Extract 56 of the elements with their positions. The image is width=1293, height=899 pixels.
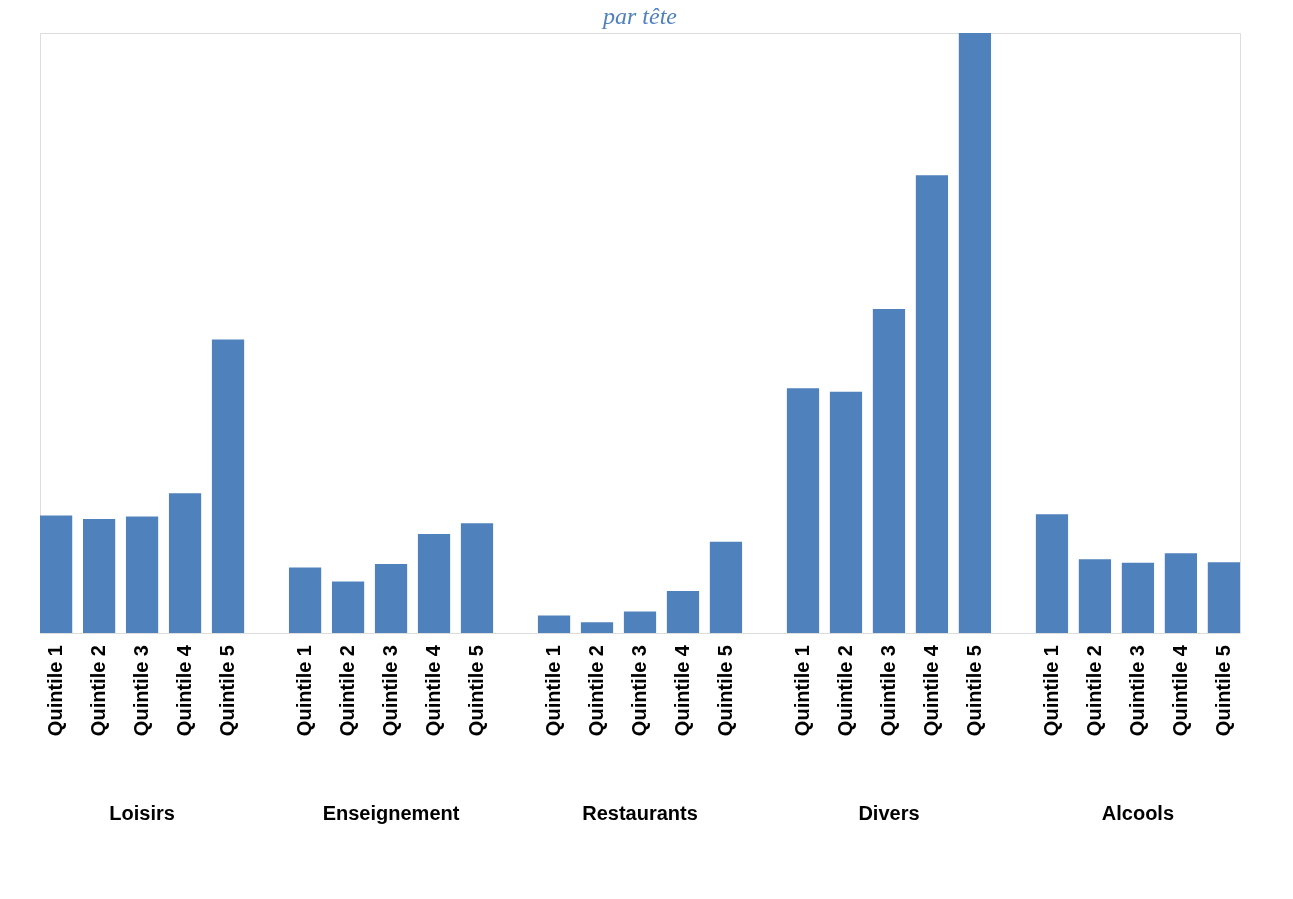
text: Quintile 2 xyxy=(336,645,359,737)
text: Quintile 1 xyxy=(293,645,316,737)
text: Quintile 5 xyxy=(962,645,985,737)
bar xyxy=(786,388,820,633)
bar xyxy=(374,564,408,633)
x-tick-label: Divers xyxy=(858,801,920,824)
bar xyxy=(666,591,700,633)
bar xyxy=(417,534,451,633)
text: Quintile 4 xyxy=(1168,645,1191,737)
text: Quintile 4 xyxy=(670,645,693,737)
bar xyxy=(1164,553,1198,633)
x-tick-label: Loisirs xyxy=(109,801,175,824)
text: Quintile 1 xyxy=(44,645,67,737)
text: Quintile 5 xyxy=(216,645,239,737)
text: Quintile 4 xyxy=(422,645,445,737)
text: Quintile 1 xyxy=(791,645,814,737)
text: Quintile 2 xyxy=(87,645,110,737)
bar xyxy=(125,516,159,633)
bar xyxy=(40,515,73,633)
bar xyxy=(958,33,992,633)
text: Quintile 1 xyxy=(1039,645,1062,737)
text: Quintile 3 xyxy=(379,645,402,737)
text: Quintile 5 xyxy=(713,645,736,737)
bar xyxy=(211,339,245,633)
bar xyxy=(331,581,365,633)
bar xyxy=(537,615,571,633)
bar xyxy=(168,493,202,633)
text: Quintile 2 xyxy=(585,645,608,737)
x-tick-label: Alcools xyxy=(1101,801,1175,824)
bar xyxy=(460,523,494,633)
bar xyxy=(872,309,906,633)
chart-title: par tête xyxy=(601,3,678,29)
text: Quintile 4 xyxy=(919,645,942,737)
text: Quintile 2 xyxy=(833,645,856,737)
bar xyxy=(1035,514,1069,633)
text: Quintile 2 xyxy=(1082,645,1105,737)
bar xyxy=(623,611,657,633)
text: Quintile 3 xyxy=(876,645,899,737)
x-tick-label: Restaurants xyxy=(582,801,698,824)
text: Quintile 3 xyxy=(628,645,650,737)
bar xyxy=(1207,562,1240,633)
bar xyxy=(915,175,949,633)
bar xyxy=(829,391,863,633)
x-tick-label: Enseignement xyxy=(322,801,460,824)
bar xyxy=(709,541,743,633)
text: Quintile 3 xyxy=(130,645,153,737)
bar xyxy=(288,567,322,633)
text: Quintile 5 xyxy=(1211,645,1234,737)
text: Quintile 5 xyxy=(464,645,487,737)
text: Quintile 1 xyxy=(542,645,565,737)
bar xyxy=(82,519,116,633)
bar xyxy=(1078,559,1112,633)
text: Quintile 4 xyxy=(173,644,196,737)
text: Quintile 3 xyxy=(1125,645,1148,737)
bar xyxy=(580,622,614,633)
bar xyxy=(1121,562,1155,633)
